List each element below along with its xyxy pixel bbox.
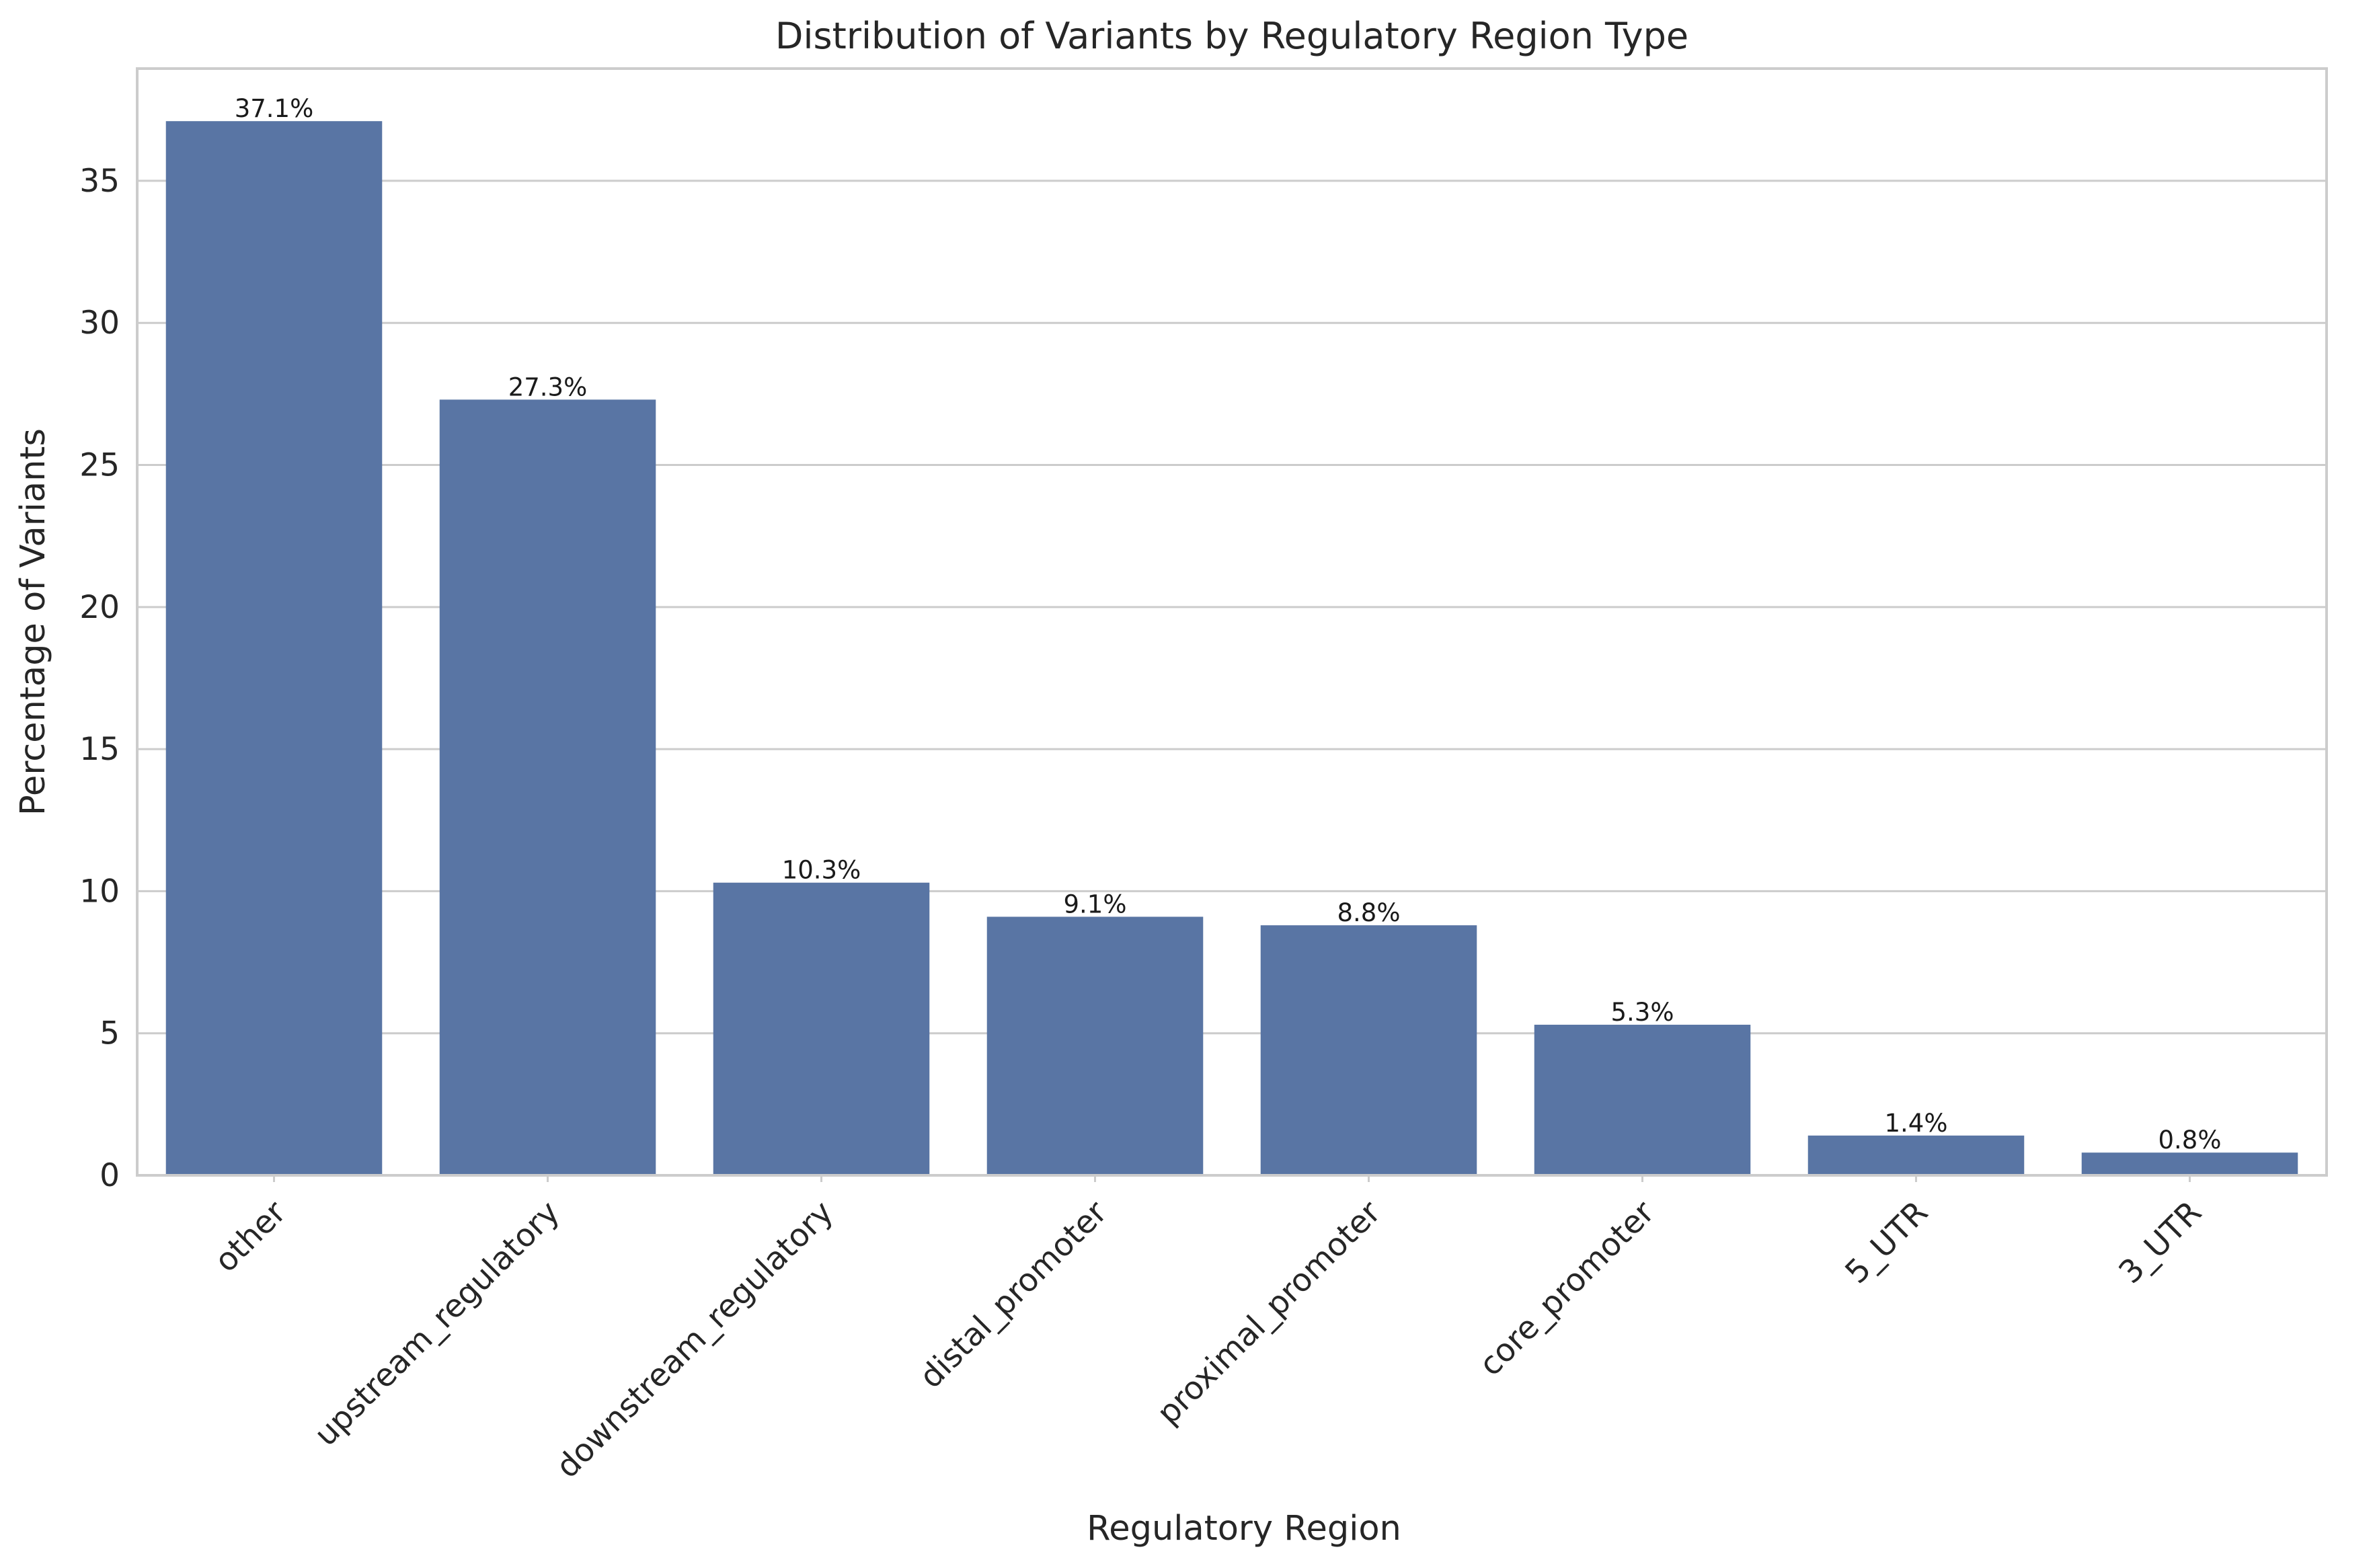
bar (1807, 1135, 2025, 1175)
bar-value-label: 5.3% (1611, 998, 1674, 1027)
y-axis-ticks: 0 5 10 15 20 25 30 35 (79, 163, 120, 1194)
bar (439, 399, 656, 1175)
bar-value-label: 0.8% (2158, 1126, 2222, 1154)
y-tick-label: 10 (79, 873, 120, 910)
y-tick-label: 35 (79, 163, 120, 200)
bar (2081, 1152, 2298, 1175)
bar (1534, 1025, 1751, 1175)
bar (1260, 925, 1477, 1175)
bar-value-label: 10.3% (782, 856, 861, 885)
bar-value-label: 27.3% (508, 373, 588, 401)
y-tick-label: 30 (79, 305, 120, 342)
y-tick-label: 20 (79, 589, 120, 626)
bar (165, 121, 383, 1176)
bar (713, 882, 930, 1175)
y-tick-label: 0 (100, 1157, 120, 1194)
bar-value-label: 1.4% (1885, 1109, 1948, 1138)
bar (986, 916, 1204, 1175)
y-tick-label: 25 (79, 447, 120, 484)
y-axis-label: Percentage of Variants (13, 428, 53, 816)
bar-value-label: 8.8% (1337, 898, 1401, 927)
bar-value-label: 9.1% (1064, 890, 1127, 918)
y-tick-label: 5 (100, 1015, 120, 1052)
data-labels: 37.1% 27.3% 10.3% 9.1% 8.8% 5.3% 1.4% 0.8% (235, 94, 2222, 1154)
y-tick-label: 15 (79, 731, 120, 768)
bar-value-label: 37.1% (235, 94, 314, 123)
x-axis-label: Regulatory Region (1087, 1509, 1401, 1549)
chart-title: Distribution of Variants by Regulatory R… (775, 15, 1688, 57)
plot-frame (136, 67, 2328, 1177)
bars (165, 121, 2298, 1176)
